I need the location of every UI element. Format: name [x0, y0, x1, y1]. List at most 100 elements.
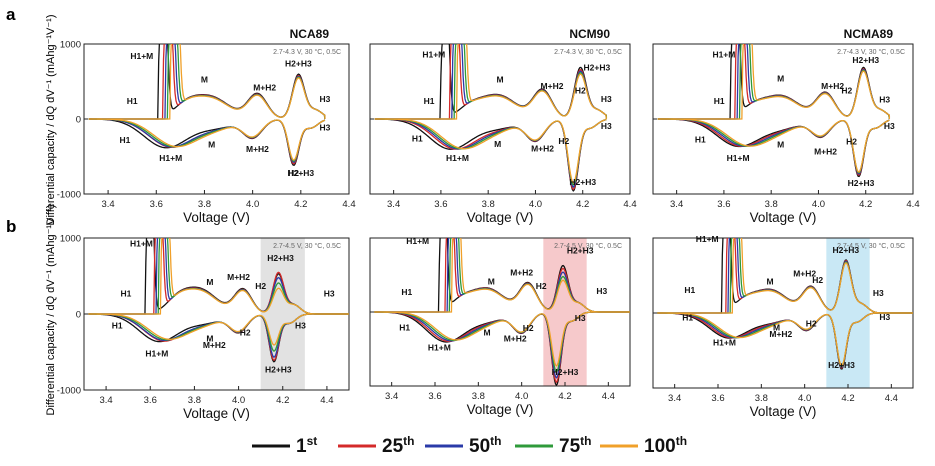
x-tick-label: 3.4: [670, 199, 683, 210]
chart-panels: 3.4 3.6 3.8 4.0 4.2 4.4 1000 0 -1000 Voltage (V) N…: [57, 27, 920, 421]
x-axis-label: Voltage (V): [467, 210, 534, 225]
panel-title: NCM90: [569, 27, 610, 41]
peak-annotation: H3: [601, 94, 612, 104]
peak-annotation: H2: [806, 319, 817, 329]
peak-annotation: H1: [121, 289, 132, 299]
peak-annotation: M+H2: [203, 340, 226, 350]
chart-panel-1: 3.4 3.6 3.8 4.0 4.2 4.4 1000 0 -1000 Voltage (V) N…: [57, 27, 356, 225]
charge-curve-100th: [374, 44, 608, 120]
chart-panel-2: 3.4 3.6 3.8 4.0 4.2 4.4 Voltage (V) NCM90 2.7-4.…: [369, 27, 637, 225]
x-tick-label: 3.8: [482, 199, 495, 210]
peak-annotation: H1: [112, 320, 123, 330]
y-tick-label: -1000: [57, 190, 81, 201]
peak-annotation: H1: [424, 96, 435, 106]
peak-annotation: H2+H3: [267, 253, 294, 263]
peak-annotation: M: [773, 322, 780, 332]
x-tick-label: 4.0: [232, 395, 245, 406]
peak-annotation: H1+M: [696, 234, 719, 244]
x-tick-label: 4.2: [859, 199, 872, 210]
x-tick-label: 4.0: [798, 393, 811, 404]
peak-annotation: H1: [682, 313, 693, 323]
peak-annotation: H2: [240, 327, 251, 337]
peak-annotation: H3: [575, 313, 586, 323]
x-tick-label: 3.4: [668, 393, 681, 404]
peak-annotation: M+H2: [227, 272, 250, 282]
peak-annotation: H2+H3: [265, 365, 292, 375]
legend-superscript: th: [676, 434, 687, 448]
legend: 1st 25th 50th 75th 100th: [252, 434, 687, 457]
chart-panel-3: 3.4 3.6 3.8 4.0 4.2 4.4 Voltage (V) NCMA89 2.7-4…: [652, 27, 920, 225]
x-tick-label: 3.6: [711, 393, 724, 404]
x-tick-label: 4.2: [841, 393, 854, 404]
peak-annotation: H1: [127, 96, 138, 106]
x-tick-label: 4.0: [812, 199, 825, 210]
discharge-curve-1st: [374, 311, 630, 386]
peak-annotation: H3: [879, 95, 890, 105]
peak-annotation: H2+H3: [848, 178, 875, 188]
peak-annotation: M+H2: [510, 268, 533, 278]
x-tick-label: 4.2: [294, 199, 307, 210]
x-tick-label: 3.8: [765, 199, 778, 210]
condition-text: 2.7-4.3 V, 30 °C, 0.5C: [837, 48, 905, 56]
panel-title: NCMA89: [844, 27, 894, 41]
discharge-curve-50th: [374, 311, 630, 379]
peak-annotation: H2: [558, 136, 569, 146]
legend-number: 50: [469, 436, 490, 457]
x-tick-label: 4.0: [515, 391, 528, 402]
peak-annotation: H1: [412, 134, 423, 144]
charge-curve-100th: [657, 44, 891, 120]
legend-superscript: th: [490, 434, 501, 448]
legend-label: 1st: [296, 434, 317, 457]
peak-annotation: H1+M: [130, 238, 153, 248]
peak-annotation: H2: [575, 86, 586, 96]
y-axis-label-row-a: Differential capacity / dQ dV⁻¹ (mAhg⁻¹V…: [45, 14, 57, 225]
panel-label-a: a: [6, 5, 16, 24]
peak-annotation: M+H2: [821, 81, 844, 91]
peak-annotation: M: [496, 74, 503, 84]
y-tick-label: -1000: [57, 386, 81, 397]
y-tick-label: 0: [76, 115, 81, 126]
y-axis-label-row-b: Differential capacity / dQ dV⁻¹ (mAhg⁻¹V…: [45, 204, 57, 415]
discharge-curve-100th: [88, 118, 326, 161]
peak-annotation: H1+M: [428, 342, 451, 352]
peak-annotation: H1+M: [727, 153, 750, 163]
curves: [374, 238, 630, 386]
peak-annotation: H1: [120, 135, 131, 145]
x-tick-label: 3.4: [99, 395, 112, 406]
x-tick-label: 4.0: [246, 199, 259, 210]
chart-panel-4: 3.4 3.6 3.8 4.0 4.2 4.4 1000 0 -1000 Voltage (V) 2…: [57, 234, 350, 421]
x-tick-label: 4.4: [342, 199, 355, 210]
legend-number: 1: [296, 436, 307, 457]
peak-annotation: H2: [523, 323, 534, 333]
peak-annotation: H2: [255, 281, 266, 291]
legend-superscript: th: [403, 434, 414, 448]
condition-text: 2.7-4.3 V, 30 °C, 0.5C: [273, 48, 341, 56]
discharge-curve-25th: [374, 311, 630, 384]
highlight-band: [543, 238, 587, 386]
peak-annotation: H1+M: [145, 349, 168, 359]
discharge-curve-100th: [374, 118, 607, 184]
legend-item-50: 50th: [425, 434, 501, 457]
discharge-curve-75th: [374, 118, 607, 186]
x-tick-label: 4.2: [276, 395, 289, 406]
peak-annotation: H3: [295, 320, 306, 330]
chart-panel-5: 3.4 3.6 3.8 4.0 4.2 4.4 Voltage (V) 2.7-4.5 V, …: [369, 236, 631, 417]
peak-annotation: H2: [812, 275, 823, 285]
peak-annotation: M: [206, 333, 213, 343]
panel-label-b: b: [6, 217, 16, 236]
peak-annotation: M+H2: [814, 146, 837, 156]
peak-annotation: M+H2: [769, 329, 792, 339]
legend-number: 75: [559, 436, 581, 457]
discharge-curve-100th: [657, 312, 913, 367]
peak-annotation: H1+M: [159, 153, 182, 163]
x-tick-label: 3.8: [755, 393, 768, 404]
charge-curve-100th: [88, 44, 326, 120]
x-axis-label: Voltage (V): [750, 210, 817, 225]
x-tick-label: 3.6: [150, 199, 163, 210]
peak-annotation: H1: [695, 134, 706, 144]
x-tick-label: 4.4: [320, 395, 333, 406]
highlight-band: [260, 238, 305, 390]
discharge-curve-25th: [88, 313, 349, 362]
peak-annotation: H1+M: [406, 236, 429, 246]
